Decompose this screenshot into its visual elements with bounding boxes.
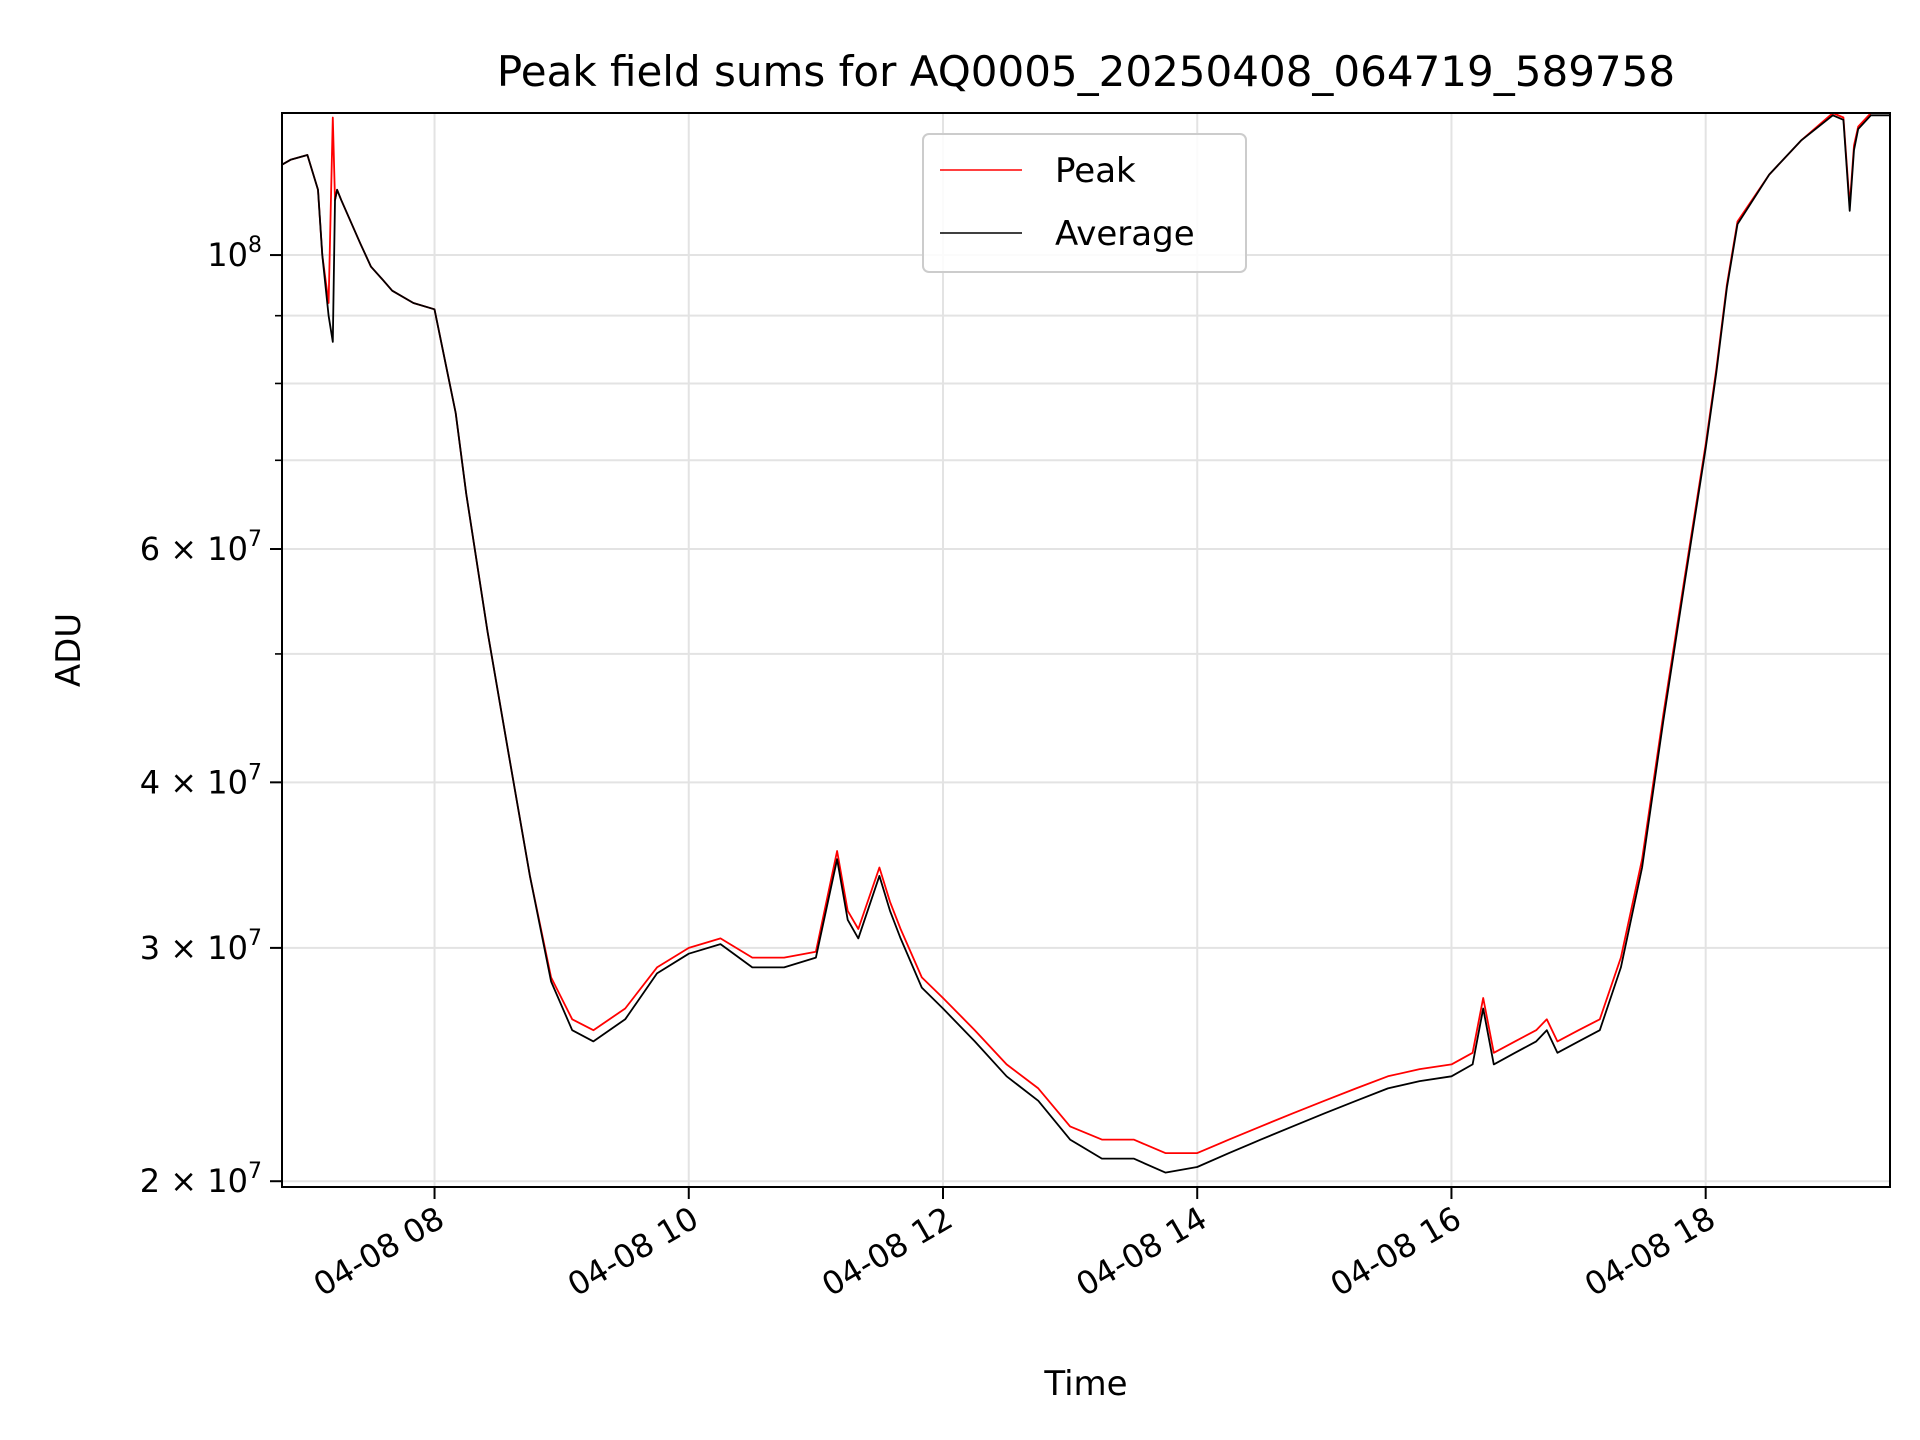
y-tick-label: 6 × 107 [140,527,262,568]
x-tick-label: 04-08 16 [1324,1199,1468,1304]
y-tick-label: 2 × 107 [140,1159,262,1200]
legend-label-average: Average [1055,214,1195,254]
y-tick-label-exponent: 7 [248,527,262,552]
y-tick-label-base: 3 × 10 [140,929,248,967]
series-lines [281,112,1890,1174]
chart-title: Peak field sums for AQ0005_20250408_0647… [497,47,1675,96]
legend-box [922,133,1247,273]
grid-lines [282,113,1890,1187]
x-tick-label: 04-08 18 [1578,1199,1722,1304]
y-tick-label: 108 [207,233,262,274]
y-tick-label-exponent: 7 [248,1159,262,1184]
y-tick-label-base: 10 [207,236,248,274]
y-tick-label-exponent: 7 [248,760,262,785]
series-line-average [281,114,1890,1174]
y-axis-label: ADU [49,613,89,687]
y-tick-label: 4 × 107 [140,760,262,801]
y-tick-label: 3 × 107 [140,926,262,967]
x-axis-ticks: 04-08 08 04-08 10 04-08 12 04-08 14 04-08 16… [307,1187,1722,1304]
y-tick-label-base: 4 × 10 [140,763,248,801]
y-tick-label-base: 6 × 10 [140,530,248,568]
legend-label-peak: Peak [1055,151,1136,191]
x-tick-label: 04-08 12 [815,1199,959,1304]
plot-frame [281,112,1891,1188]
legend: Peak Average [922,133,1247,273]
x-tick-label: 04-08 14 [1070,1199,1214,1304]
y-tick-label-base: 2 × 10 [140,1162,248,1200]
x-axis-label: Time [1043,1364,1127,1404]
x-tick-label: 04-08 10 [561,1199,705,1304]
y-tick-label-exponent: 8 [248,233,262,258]
y-tick-label-exponent: 7 [248,926,262,951]
x-tick-label: 04-08 08 [307,1199,451,1304]
